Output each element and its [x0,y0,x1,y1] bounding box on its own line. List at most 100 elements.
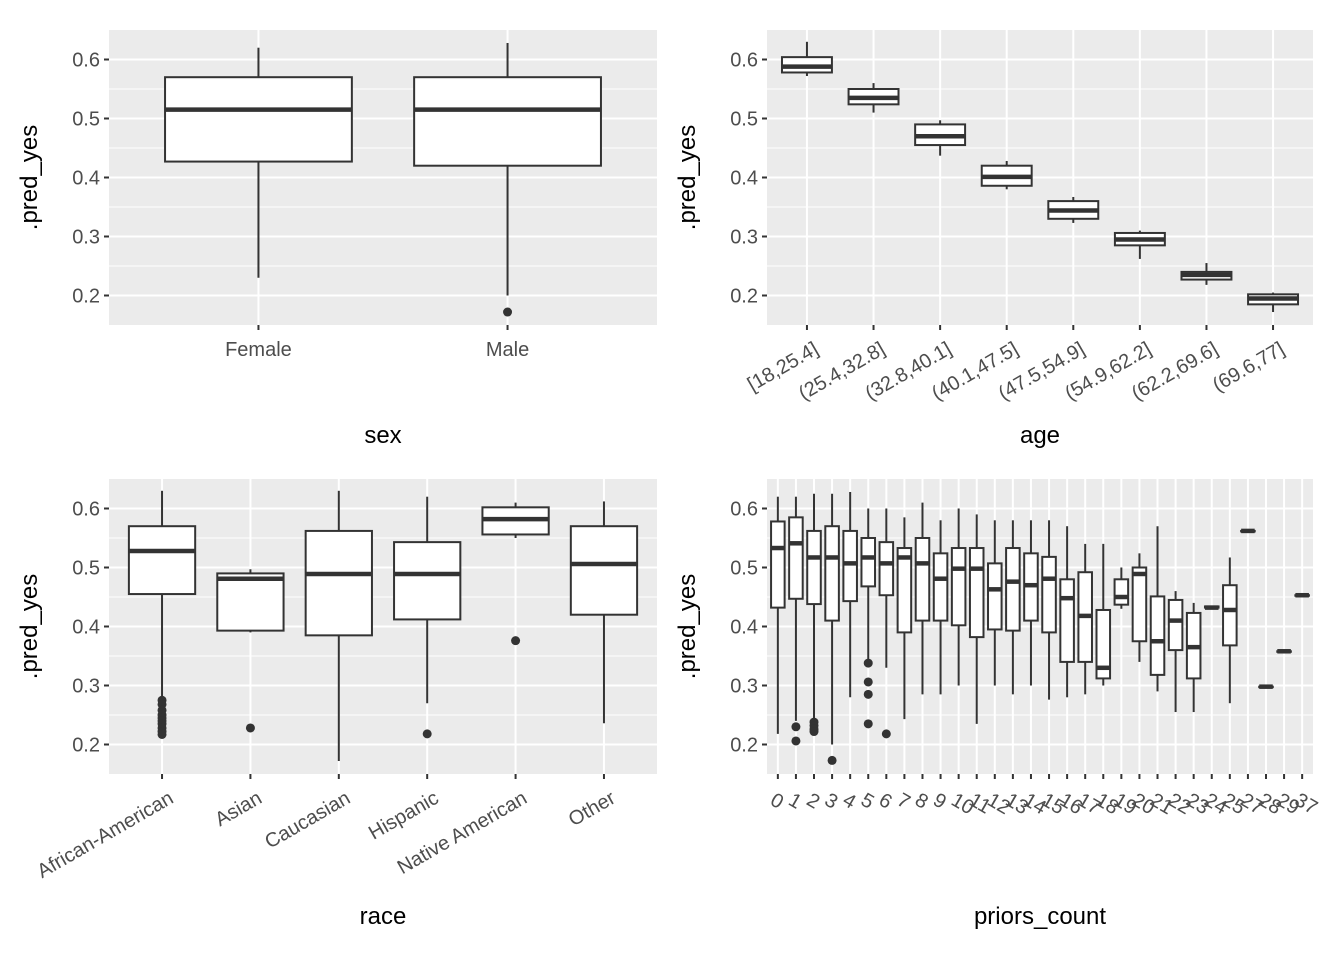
y-tick-label: 0.4 [72,617,100,639]
box-iqr [164,76,353,163]
y-axis-title: .pred_yes [16,574,43,679]
box-14 [1023,520,1039,686]
x-tick-label: 6 [875,789,896,814]
box-29 [1276,649,1292,654]
box-Hispanic [393,496,462,739]
box-28 [1258,684,1274,689]
outlier-point [809,727,819,737]
box-(25.4,32.8] [847,83,900,113]
y-tick-label: 0.6 [730,499,758,521]
x-tick-label: Asian [211,787,265,831]
box-15 [1041,520,1057,700]
box-iqr [1041,555,1057,634]
x-tick-label: African-American [33,787,177,883]
outlier-point [827,755,837,765]
y-tick-label: 0.5 [730,558,758,580]
box-23 [1185,602,1202,713]
x-tick-label: 1 [785,789,806,814]
x-tick-label: 5 [857,789,878,814]
x-tick-label: 3 [821,789,842,814]
y-axis-title: .pred_yes [16,125,43,230]
box-iqr [393,541,462,621]
x-tick-label: Female [225,339,292,361]
y-axis-title: .pred_yes [674,125,701,230]
x-tick-label: Hispanic [365,787,442,844]
box-iqr [1005,547,1021,632]
box-iqr [1149,595,1166,676]
panel-priors_count: 0.20.30.40.50.60123456789101112131415161… [674,479,1321,930]
y-tick-label: 0.2 [72,286,100,308]
box-Male [413,42,602,317]
y-axis-title: .pred_yes [674,574,701,679]
box-iqr [914,537,931,622]
y-tick-label: 0.6 [72,50,100,72]
box-16 [1059,526,1075,698]
box-African-American [127,490,197,739]
outlier-point [863,658,873,668]
box-0 [770,496,786,734]
box-37 [1294,592,1310,598]
x-tick-label: 9 [929,789,950,814]
box-7 [896,517,913,720]
panel-age: 0.20.30.40.50.6[18,25.4](25.4,32.8](32.8… [674,30,1313,449]
x-axis-title: priors_count [974,903,1106,930]
box-1 [788,496,804,746]
x-tick-label: 2 [803,789,824,814]
outlier-point [511,636,521,646]
box-iqr [127,525,197,596]
box-[18,25.4] [780,41,833,77]
box-iqr [932,552,949,622]
outlier-point [245,723,255,733]
box-Native American [481,502,550,646]
box-iqr [216,572,285,632]
x-tick-label: (69.6,77] [1209,338,1288,397]
x-axis-title: race [360,903,407,930]
box-iqr [1113,578,1130,606]
x-axis-title: age [1020,422,1060,449]
y-tick-label: 0.4 [730,168,758,190]
box-iqr [304,529,373,637]
outlier-point [863,719,873,729]
x-tick-label: 37 [1291,789,1321,819]
box-iqr [896,547,913,634]
outlier-point [863,677,873,687]
box-(47.5,54.9] [1047,196,1100,223]
box-iqr [842,529,858,603]
box-13 [1005,520,1021,695]
box-22 [1167,591,1184,713]
y-tick-label: 0.2 [72,735,100,757]
y-tick-label: 0.6 [730,50,758,72]
box-25 [1222,557,1238,704]
box-(54.9,62.2] [1113,230,1166,259]
outlier-point [422,729,432,739]
box-4 [842,491,858,698]
box-iqr [1167,598,1184,652]
box-iqr [788,516,804,600]
box-iqr [806,529,822,606]
outlier-point [157,729,167,739]
x-tick-label: 7 [893,789,914,814]
y-tick-label: 0.5 [72,558,100,580]
outlier-point [863,689,873,699]
panel-race: 0.2 0.3 0.4 0.5 0.6 African-American AsianCauc… [16,479,657,930]
y-tick-label: 0.2 [730,286,758,308]
box-iqr [968,547,985,639]
box-12 [987,520,1003,686]
box-(32.8,40.1] [914,120,967,156]
box-24 [1203,605,1220,610]
box-iqr [770,520,786,609]
box-21 [1149,526,1166,692]
box-8 [914,502,931,695]
box-iqr [878,541,895,597]
box-(69.6,77] [1247,292,1300,313]
y-tick-label: 0.3 [730,227,758,249]
y-tick-label: 0.4 [730,617,758,639]
box-iqr [860,537,877,588]
box-3 [824,493,840,765]
box-6 [878,508,895,739]
box-iqr [950,547,967,627]
box-iqr [1059,578,1075,663]
outlier-point [503,307,513,317]
box-iqr [987,562,1003,631]
